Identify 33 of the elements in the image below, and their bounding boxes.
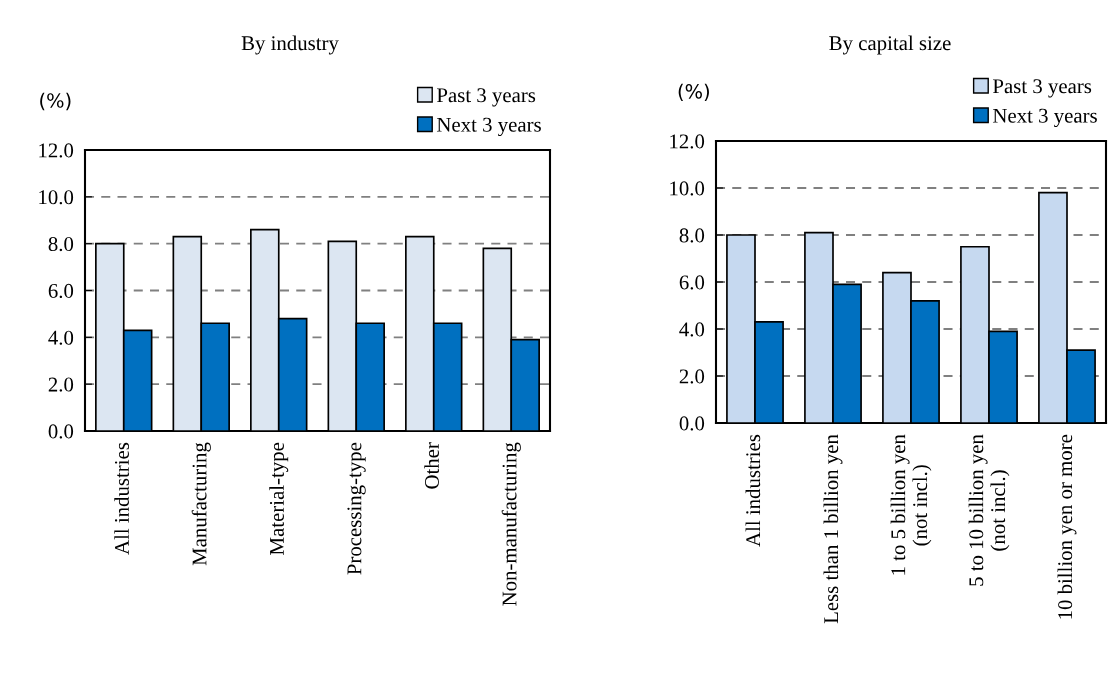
- x-tick-label: All industries: [745, 434, 761, 547]
- y-tick-label: 0.0: [48, 424, 74, 439]
- legend-label: Next 3 years: [436, 117, 541, 137]
- y-tick-label: 4.0: [48, 330, 74, 345]
- x-tick-label: Non-manufacturing: [501, 442, 521, 606]
- x-tick-label: 10 billion yen or more: [1057, 434, 1077, 619]
- x-tick-label: Manufacturing: [191, 442, 211, 566]
- x-tick-label: Processing-type: [347, 442, 366, 575]
- y-tick-label: 0.0: [679, 416, 705, 431]
- y-tick-label: 2.0: [48, 377, 74, 392]
- x-tick-label: 1 to 5 billion yen (not incl.): [890, 434, 932, 575]
- legend-label: Past 3 years: [992, 79, 1092, 98]
- y-tick-label: 8.0: [48, 237, 74, 252]
- legend-label: Past 3 years: [436, 88, 536, 107]
- y-tick-label: 4.0: [679, 322, 705, 337]
- y-tick-label: 2.0: [679, 369, 705, 384]
- x-tick-label: 5 to 10 billion yen (not incl.): [968, 434, 1010, 586]
- y-tick-label: 8.0: [679, 228, 705, 243]
- y-tick-label: 10.0: [670, 181, 705, 196]
- y-tick-label: 10.0: [39, 190, 74, 205]
- y-axis-title: (%): [40, 92, 71, 111]
- x-tick-label: Material-type: [269, 442, 289, 555]
- x-tick-label: All industries: [114, 442, 129, 555]
- x-tick-label: Less than 1 billion yen: [823, 434, 843, 624]
- y-axis-title: (%): [678, 83, 709, 101]
- legend-label: Next 3 years: [992, 108, 1097, 128]
- x-tick-label: Other: [424, 442, 439, 489]
- chart-title: By capital size: [829, 35, 951, 55]
- y-tick-label: 12.0: [670, 134, 705, 149]
- y-tick-label: 6.0: [48, 283, 74, 299]
- y-tick-label: 6.0: [679, 275, 705, 290]
- y-tick-label: 12.0: [39, 143, 74, 158]
- chart-title: By industry: [241, 35, 339, 55]
